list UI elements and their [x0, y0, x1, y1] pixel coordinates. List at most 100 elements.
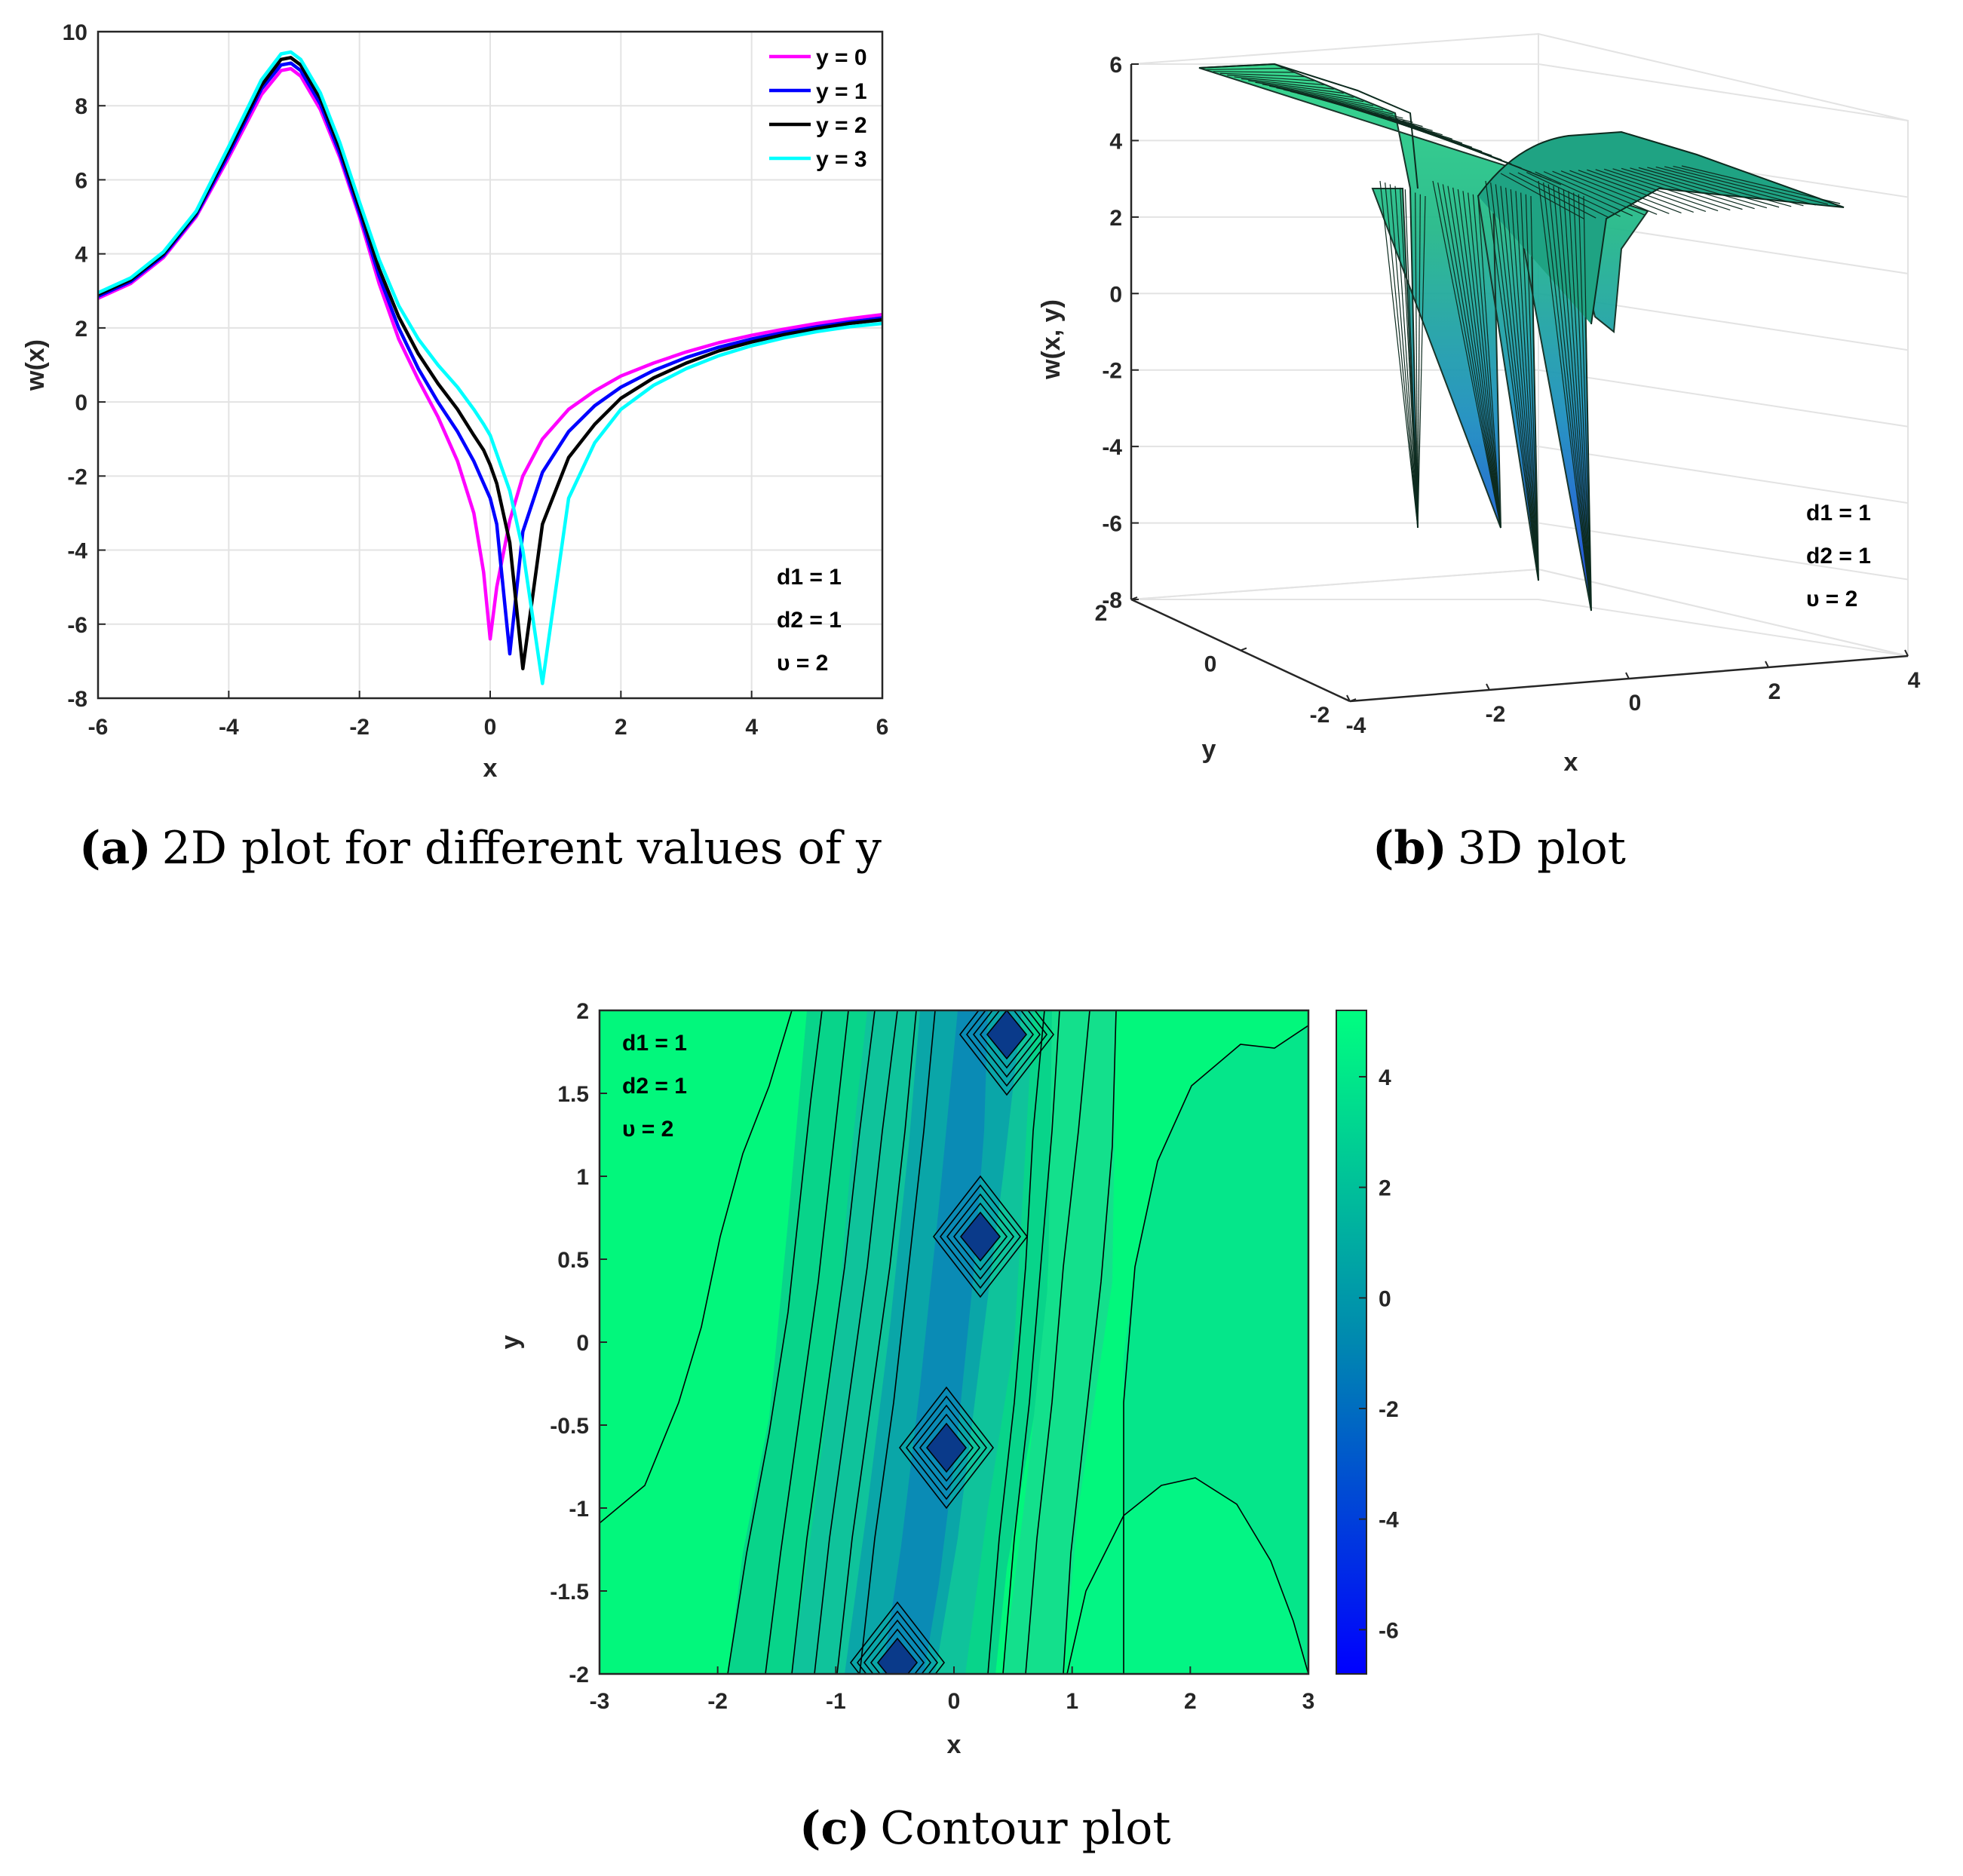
panel-b-spike-line: [1477, 195, 1501, 529]
panel-b-spike-line: [1447, 185, 1501, 529]
panel-b-mesh-line: [1234, 76, 1324, 86]
panel-b-mesh-line: [1612, 168, 1743, 210]
panel-b-mesh-line: [1206, 67, 1285, 71]
panel-a-param-nu: υ = 2: [777, 651, 828, 676]
panel-b-mesh-line: [1241, 78, 1334, 90]
panel-a-xtick-label: 0: [484, 715, 497, 740]
panel-b-ztick-label: 0: [1109, 282, 1122, 307]
panel-a-xtick-label: -6: [88, 715, 109, 740]
panel-b-zgrid-right: [1538, 522, 1909, 581]
panel-c-colorbar-tick-label: 4: [1379, 1065, 1391, 1090]
panel-a-xtick-label: 2: [615, 715, 627, 740]
panel-a-ytick-label: -4: [67, 539, 87, 564]
panel-b-ztick-label: -8: [1102, 588, 1122, 613]
panel-a-series-line-2: [98, 56, 882, 670]
panel-b-xtick-mark: [1625, 672, 1630, 679]
panel-b-spike-line: [1485, 180, 1539, 581]
panel-c-ytick-label: -1: [569, 1497, 589, 1522]
panel-b-mesh-line: [1227, 75, 1314, 81]
panel-a-caption-text: 2D plot for different values of y: [162, 822, 882, 875]
panel-b-xtick-label: 0: [1629, 691, 1642, 716]
panel-a-ytick-label: 4: [75, 243, 87, 268]
panel-b-ytick-mark: [1349, 698, 1357, 702]
panel-b-ztick-label: 4: [1109, 129, 1122, 154]
panel-c-contour-line: [836, 1010, 917, 1674]
panel-c-xtick-label: 1: [1066, 1689, 1078, 1714]
panel-a-caption-letter: (a): [79, 822, 152, 875]
panel-a-ytick-label: 2: [75, 317, 87, 342]
panel-b-ztick-label: 2: [1109, 206, 1122, 231]
panel-c-ytick-label: 0.5: [557, 1248, 589, 1273]
panel-b-spike-line: [1538, 180, 1592, 612]
panel-b-spike-line: [1432, 180, 1501, 529]
panel-a-series-line-0: [98, 66, 882, 641]
panel-a-xlabel: x: [483, 754, 498, 783]
panel-c-contour-line: [814, 1010, 898, 1674]
panel-c-filled-contours: [600, 1010, 1308, 1674]
panel-c-caption-letter: (c): [799, 1802, 870, 1855]
panel-b-mesh-line: [1255, 81, 1354, 98]
panel-b-ytick-label: -2: [1310, 703, 1330, 728]
panel-c-contour-min: [898, 1386, 995, 1510]
panel-b-zgrid-right: [1538, 369, 1909, 428]
panel-b-spike-line: [1400, 187, 1419, 529]
panel-b-spike-line: [1437, 182, 1501, 529]
panel-b-spike-line: [1553, 185, 1592, 612]
panel-b-ztick-label: 6: [1109, 53, 1122, 78]
panel-b-spike-line: [1379, 180, 1419, 529]
panel-b-spike-line: [1525, 194, 1539, 581]
panel-c-colorbar-ticks: -6 -4 -2 0 2 4: [1359, 1065, 1399, 1643]
panel-c-contour-line: [600, 1010, 793, 1524]
panel-c-param-d1: d1 = 1: [622, 1031, 687, 1056]
panel-c-contour-line: [727, 1010, 823, 1674]
panel-c-contour-min: [972, 1010, 1041, 1078]
panel-c-colorbar-tick-label: 0: [1379, 1286, 1391, 1311]
panel-c-contour-line: [1066, 1477, 1308, 1674]
panel-c-xtick-label: 2: [1184, 1689, 1197, 1714]
panel-c-contour-min: [979, 1010, 1035, 1069]
panel-b-param-nu: υ = 2: [1806, 587, 1857, 612]
panel-b-spike-line: [1452, 187, 1501, 529]
panel-a-legend: y = 0 y = 1 y = 2 y = 3: [769, 45, 867, 172]
panel-c-ytick-label: -1.5: [550, 1580, 589, 1605]
panel-c-contour-min: [939, 1184, 1022, 1289]
panel-b-spike-line: [1500, 185, 1539, 581]
panel-b-mesh-line: [1517, 172, 1609, 218]
panel-b-mesh-line: [1276, 87, 1384, 111]
panel-a-xtick-label: -4: [219, 715, 239, 740]
panel-c-ytick-label: 1: [576, 1165, 589, 1190]
panel-b-spike-line: [1558, 187, 1592, 612]
panel-c-param-d2: d2 = 1: [622, 1074, 687, 1099]
panel-c-contour-min: [905, 1395, 988, 1500]
panel-b-spike-line: [1442, 184, 1501, 529]
panel-b-ytick-mark: [1130, 596, 1138, 600]
panel-b-mesh-line: [1630, 167, 1768, 209]
panel-c-contour-min: [952, 1202, 1008, 1271]
panel-b-xtick-mark: [1486, 683, 1490, 691]
panel-a-legend-label-3: y = 3: [816, 147, 867, 172]
panel-c-colorbar-tick-label: 2: [1379, 1176, 1391, 1201]
panel-b-spike-line: [1468, 192, 1501, 529]
panel-a-ytick-label: 10: [63, 20, 87, 45]
panel-b-spike-line: [1490, 182, 1539, 581]
panel-b-mesh-line: [1219, 72, 1305, 78]
panel-c-contour-min: [856, 1610, 939, 1674]
panel-b-mesh-line: [1681, 165, 1841, 204]
panel-b-spike-line: [1472, 194, 1501, 529]
panel-b-mesh-line: [1638, 167, 1780, 208]
panel-b-xtick-mark: [1904, 649, 1909, 657]
panel-b-ytick-label: 2: [1095, 601, 1108, 626]
panel-c-contour-min: [958, 1010, 1055, 1096]
panel-b-spike-line: [1404, 189, 1419, 529]
panel-c-contour-line: [791, 1010, 876, 1674]
panel-a-grid: [97, 31, 883, 699]
panel-a-ytick-label: 6: [75, 168, 87, 193]
panel-b-xtick-label: -2: [1486, 702, 1506, 727]
panel-c-contour-min: [946, 1193, 1015, 1280]
panel-c-contour-min: [986, 1010, 1028, 1060]
panel-c-colorbar: [1336, 1010, 1367, 1675]
panel-c-params: d1 = 1 d2 = 1 υ = 2: [622, 1031, 687, 1142]
panel-c-xtick-label: 0: [948, 1689, 961, 1714]
